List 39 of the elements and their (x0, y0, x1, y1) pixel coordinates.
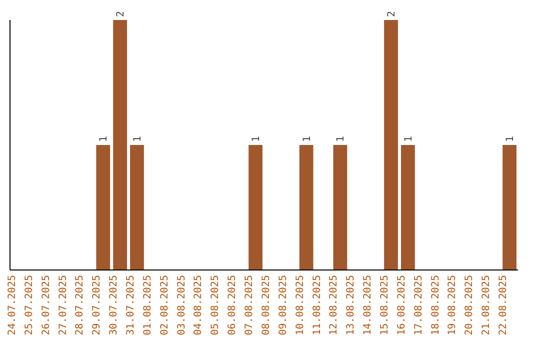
x-tick-label: 08.08.2025 (260, 275, 272, 336)
x-tick-label: 13.08.2025 (346, 275, 357, 336)
x-tick-label: 27.07.2025 (58, 275, 69, 336)
x-tick-label: 16.08.2025 (396, 275, 408, 336)
x-tick-label: 20.08.2025 (464, 275, 476, 336)
data-label: 1 (302, 136, 313, 142)
x-tick-label: 19.08.2025 (447, 275, 458, 336)
x-tick-label: 21.08.2025 (481, 275, 492, 336)
x-tick-label: 12.08.2025 (328, 275, 340, 336)
data-label: 1 (505, 136, 516, 142)
x-tick-label: 30.07.2025 (108, 275, 120, 336)
x-tick-label: 11.08.2025 (312, 275, 323, 336)
x-tick-label: 29.07.2025 (92, 275, 103, 336)
x-tick-label: 09.08.2025 (278, 275, 289, 336)
x-tick-label: 17.08.2025 (413, 275, 424, 336)
x-tick-label: 18.08.2025 (430, 275, 442, 336)
x-tick-label: 10.08.2025 (294, 275, 306, 336)
data-label: 1 (132, 136, 144, 142)
data-label: 1 (336, 136, 347, 142)
x-tick-label: 15.08.2025 (380, 275, 390, 336)
data-label: 2 (386, 10, 398, 17)
x-tick-label: 26.07.2025 (40, 275, 52, 336)
x-tick-label: 28.07.2025 (74, 275, 86, 336)
x-tick-label: 06.08.2025 (227, 275, 238, 336)
x-tick-label: 03.08.2025 (176, 275, 188, 336)
x-tick-label: 31.07.2025 (126, 275, 136, 336)
x-tick-label: 07.08.2025 (244, 275, 256, 336)
x-tick-label: 02.08.2025 (159, 275, 170, 336)
x-tick-label: 22.08.2025 (498, 275, 510, 336)
x-tick-label: 04.08.2025 (193, 275, 204, 336)
x-tick-label: 05.08.2025 (210, 275, 222, 336)
data-label: 1 (98, 136, 110, 142)
data-label: 1 (251, 136, 262, 142)
x-tick-label: 25.07.2025 (24, 275, 35, 336)
x-tick-label: 14.08.2025 (362, 275, 374, 336)
data-label: 2 (116, 10, 127, 17)
x-tick-label: 01.08.2025 (142, 275, 154, 336)
data-label: 1 (403, 136, 414, 142)
x-tick-label: 24.07.2025 (6, 275, 18, 336)
